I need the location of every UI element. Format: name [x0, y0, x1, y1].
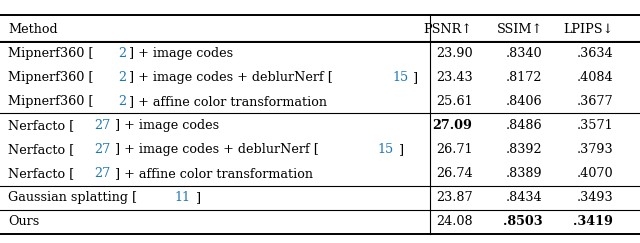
Text: Mipnerf360 [: Mipnerf360 [	[8, 47, 94, 60]
Text: 27: 27	[94, 167, 110, 180]
Text: 24.08: 24.08	[436, 215, 472, 228]
Text: 11: 11	[175, 191, 191, 204]
Text: ] + image codes + deblurNerf [: ] + image codes + deblurNerf [	[115, 143, 319, 156]
Text: 23.87: 23.87	[436, 191, 472, 204]
Text: .8392: .8392	[506, 143, 543, 156]
Text: .8340: .8340	[506, 47, 543, 60]
Text: Gaussian splatting [: Gaussian splatting [	[8, 191, 138, 204]
Text: ]: ]	[399, 143, 404, 156]
Text: LPIPS↓: LPIPS↓	[563, 23, 613, 36]
Text: .8486: .8486	[506, 119, 543, 132]
Text: Nerfacto [: Nerfacto [	[8, 167, 75, 180]
Text: 2: 2	[118, 47, 127, 60]
Text: 15: 15	[392, 71, 408, 84]
Text: .3793: .3793	[577, 143, 613, 156]
Text: .3634: .3634	[577, 47, 613, 60]
Text: .4084: .4084	[577, 71, 613, 84]
Text: .3677: .3677	[577, 95, 613, 108]
Text: SSIM↑: SSIM↑	[497, 23, 543, 36]
Text: .4070: .4070	[577, 167, 613, 180]
Text: 15: 15	[378, 143, 394, 156]
Text: Nerfacto [: Nerfacto [	[8, 119, 75, 132]
Text: .3571: .3571	[577, 119, 613, 132]
Text: .3419: .3419	[573, 215, 613, 228]
Text: 2: 2	[118, 95, 127, 108]
Text: ] + image codes: ] + image codes	[115, 119, 219, 132]
Text: 26.71: 26.71	[436, 143, 472, 156]
Text: 27: 27	[94, 143, 110, 156]
Text: ] + affine color transformation: ] + affine color transformation	[129, 95, 327, 108]
Text: ]: ]	[196, 191, 201, 204]
Text: .8172: .8172	[506, 71, 543, 84]
Text: 26.74: 26.74	[436, 167, 472, 180]
Text: 2: 2	[118, 71, 127, 84]
Text: 27: 27	[94, 119, 110, 132]
Text: Nerfacto [: Nerfacto [	[8, 143, 75, 156]
Text: .8389: .8389	[506, 167, 543, 180]
Text: ] + image codes + deblurNerf [: ] + image codes + deblurNerf [	[129, 71, 333, 84]
Text: PSNR↑: PSNR↑	[424, 23, 472, 36]
Text: ] + affine color transformation: ] + affine color transformation	[115, 167, 313, 180]
Text: .8406: .8406	[506, 95, 543, 108]
Text: .3493: .3493	[577, 191, 613, 204]
Text: Method: Method	[8, 23, 58, 36]
Text: 23.43: 23.43	[436, 71, 472, 84]
Text: ] + image codes: ] + image codes	[129, 47, 233, 60]
Text: .8434: .8434	[506, 191, 543, 204]
Text: 25.61: 25.61	[436, 95, 472, 108]
Text: 27.09: 27.09	[433, 119, 472, 132]
Text: .8503: .8503	[503, 215, 543, 228]
Text: 23.90: 23.90	[436, 47, 472, 60]
Text: Mipnerf360 [: Mipnerf360 [	[8, 71, 94, 84]
Text: Mipnerf360 [: Mipnerf360 [	[8, 95, 94, 108]
Text: ]: ]	[413, 71, 419, 84]
Text: Ours: Ours	[8, 215, 40, 228]
